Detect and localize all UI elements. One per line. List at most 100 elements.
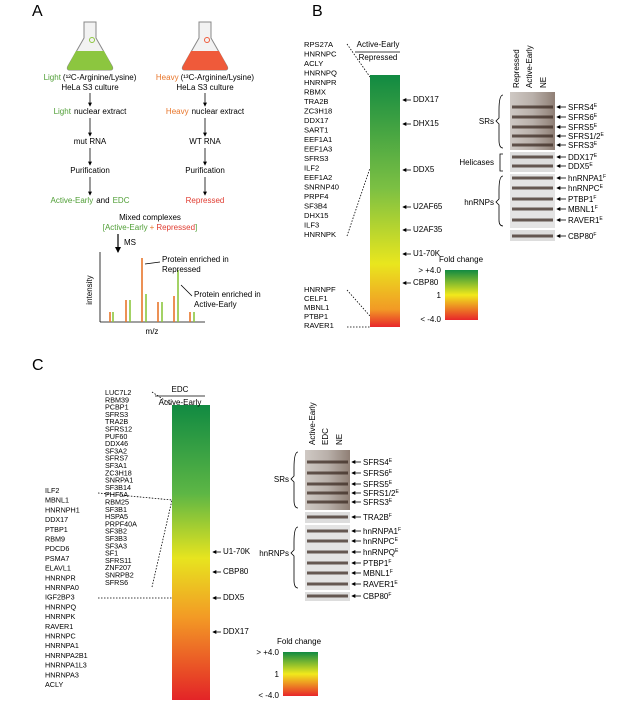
text-part: SNRPA1 bbox=[105, 476, 133, 485]
band-source: E bbox=[594, 103, 598, 109]
band bbox=[512, 134, 553, 138]
protein: ZNF207 bbox=[105, 563, 131, 572]
band-source: E bbox=[389, 458, 393, 464]
text-part: TRA2B bbox=[304, 97, 328, 106]
legend-title: Fold change bbox=[439, 255, 484, 264]
text-part: Active-Early bbox=[308, 402, 317, 445]
protein: HNRNPA1 bbox=[45, 641, 79, 650]
protein: EEF1A1 bbox=[304, 135, 332, 144]
protein: DDX46 bbox=[105, 439, 128, 448]
band-name: hnRNPC bbox=[568, 184, 600, 193]
label: Purification bbox=[70, 166, 110, 175]
group-label: hnRNPs bbox=[464, 198, 494, 207]
text-part: SNRPB2 bbox=[105, 571, 134, 580]
text-part: NE bbox=[539, 77, 548, 88]
group-label: hnRNPs bbox=[259, 549, 289, 558]
text-part: U1-70K bbox=[223, 547, 251, 556]
band-label: SFRS3E bbox=[568, 141, 598, 150]
band-label: SFRS3E bbox=[363, 498, 393, 507]
text-part: Repressed bbox=[162, 265, 201, 274]
protein: RBM25 bbox=[105, 498, 129, 507]
text-part: ZC3H18 bbox=[105, 468, 132, 477]
text-part: HNRNPC bbox=[45, 632, 76, 641]
band-source: F bbox=[593, 232, 596, 238]
protein: HNRNPA0 bbox=[45, 583, 79, 592]
bar-marker: U1-70K bbox=[413, 249, 441, 258]
panel-label: A bbox=[32, 3, 43, 20]
band-label: DDX5E bbox=[568, 162, 593, 171]
band-name: SFRS1/2 bbox=[568, 132, 601, 141]
text-part: SF1 bbox=[105, 549, 118, 558]
text-part: HSPA5 bbox=[105, 512, 128, 521]
bar-marker: U2AF65 bbox=[413, 202, 443, 211]
protein: SFRS12 bbox=[105, 425, 132, 434]
protein: SF3A3 bbox=[105, 541, 127, 550]
protein: RPS27A bbox=[304, 40, 334, 49]
text-part: Active-Early bbox=[159, 398, 202, 407]
protein: HNRNPR bbox=[304, 78, 337, 87]
text-part: HeLa S3 culture bbox=[61, 83, 119, 92]
text-part: EEF1A3 bbox=[304, 145, 332, 154]
text-part: HNRNPQ bbox=[304, 69, 337, 78]
band-name: SFRS3 bbox=[363, 498, 389, 507]
lane-label: Active-Early bbox=[525, 45, 534, 88]
text-part: HNRNPQ bbox=[45, 602, 77, 611]
band-name: TRA2B bbox=[363, 513, 389, 522]
band-source: E bbox=[594, 113, 598, 119]
band-label: SFRS4E bbox=[568, 103, 598, 112]
protein: ZC3H18 bbox=[105, 468, 132, 477]
text-part: EEF1A2 bbox=[304, 173, 332, 182]
band-name: SFRS6 bbox=[363, 469, 389, 478]
text-part: Purification bbox=[185, 166, 225, 175]
text-part: PRPF4 bbox=[304, 192, 328, 201]
label: Heavy (¹³C-Arginine/Lysine) bbox=[156, 73, 255, 82]
header: EDC bbox=[172, 385, 189, 394]
band-name: hnRNPA1 bbox=[363, 527, 399, 536]
protein: PDCD6 bbox=[45, 544, 69, 553]
protein: EEF1A3 bbox=[304, 145, 332, 154]
group-label: SRs bbox=[479, 117, 494, 126]
band-name: SFRS4 bbox=[363, 458, 389, 467]
text-part: HNRNPA0 bbox=[45, 583, 79, 592]
protein: HNRNPK bbox=[304, 230, 336, 239]
band bbox=[512, 197, 553, 201]
text-part: LUC7L2 bbox=[105, 388, 131, 397]
lane-label: Active-Early bbox=[308, 402, 317, 445]
bar-marker: CBP80 bbox=[223, 567, 249, 576]
text-part: SRs bbox=[274, 475, 289, 484]
text-part: [ bbox=[103, 223, 106, 232]
band-label: SFRS4E bbox=[363, 458, 393, 467]
protein: ACLY bbox=[304, 59, 323, 68]
protein: HNRNPA1L3 bbox=[45, 661, 87, 670]
text-part: HNRNPK bbox=[45, 612, 76, 621]
label: Active-Early and EDC bbox=[51, 196, 130, 205]
band-source: F bbox=[593, 195, 596, 201]
label: Active-Early bbox=[194, 300, 237, 309]
protein: DHX15 bbox=[304, 211, 328, 220]
protein: SFRS3 bbox=[304, 154, 328, 163]
label: Purification bbox=[185, 166, 225, 175]
band bbox=[512, 234, 553, 238]
group-label: SRs bbox=[274, 475, 289, 484]
label: mut RNA bbox=[74, 137, 107, 146]
label: MS bbox=[124, 238, 136, 247]
band-label: PTBP1F bbox=[568, 195, 596, 204]
text-part: DDX17 bbox=[413, 95, 439, 104]
legend-label: > +4.0 bbox=[256, 648, 279, 657]
protein: HNRNPH1 bbox=[45, 505, 80, 514]
text-part: B bbox=[312, 3, 323, 20]
protein: SF3B2 bbox=[105, 527, 127, 536]
protein: SF3A2 bbox=[105, 446, 127, 455]
text-part: HNRNPR bbox=[45, 573, 76, 582]
band-label: CBP80F bbox=[568, 232, 596, 241]
text-part: Repressed bbox=[512, 49, 521, 88]
band-label: hnRNPA1F bbox=[568, 174, 606, 183]
text-part: Fold change bbox=[439, 255, 484, 264]
protein: PUF60 bbox=[105, 432, 127, 441]
protein: LUC7L2 bbox=[105, 388, 131, 397]
protein: SF3B14 bbox=[105, 483, 131, 492]
text-part: > +4.0 bbox=[418, 266, 441, 275]
bar-marker: CBP80 bbox=[413, 278, 439, 287]
text-part: CBP80 bbox=[413, 278, 439, 287]
band bbox=[512, 207, 553, 211]
